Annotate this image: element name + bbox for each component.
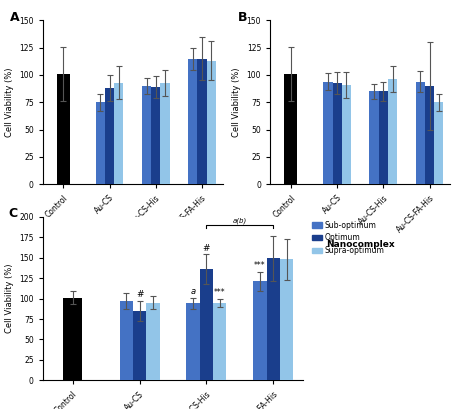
Bar (146, 303, 160, 380)
Bar (280, 259, 293, 380)
Bar (200, 269, 213, 380)
Text: ***: *** (214, 288, 226, 297)
Text: a: a (191, 287, 196, 296)
Bar (114, 83, 124, 184)
Bar (64, 298, 82, 380)
Legend: Sub-optimum, Optimum, Supra-optimum: Sub-optimum, Optimum, Supra-optimum (312, 220, 384, 255)
Text: a(b): a(b) (233, 218, 247, 224)
Text: ***: *** (254, 261, 266, 270)
X-axis label: Nanocomplex: Nanocomplex (99, 240, 167, 249)
Bar (188, 58, 197, 184)
Bar (133, 311, 146, 380)
Bar (253, 281, 266, 380)
Bar (105, 88, 114, 184)
Bar (342, 85, 351, 184)
Bar (266, 258, 280, 380)
Bar (197, 58, 207, 184)
Bar (416, 81, 425, 184)
Bar (96, 102, 105, 184)
Y-axis label: Cell Viability (%): Cell Viability (%) (5, 67, 14, 137)
Bar (425, 86, 434, 184)
Text: C: C (9, 207, 18, 220)
Text: A: A (10, 11, 20, 24)
Text: #: # (203, 244, 210, 253)
Bar (57, 74, 70, 184)
Bar (284, 74, 297, 184)
Bar (207, 61, 216, 184)
Bar (151, 87, 160, 184)
Bar (186, 303, 200, 380)
X-axis label: Nanocomplex: Nanocomplex (326, 240, 394, 249)
Bar (434, 102, 443, 184)
Bar (369, 91, 379, 184)
Text: #: # (136, 290, 143, 299)
Bar (213, 303, 227, 380)
Bar (160, 83, 170, 184)
Bar (388, 79, 397, 184)
Bar (379, 91, 388, 184)
Text: B: B (238, 11, 247, 24)
Bar (323, 81, 333, 184)
Bar (333, 83, 342, 184)
Y-axis label: Cell Viability (%): Cell Viability (%) (232, 67, 241, 137)
Bar (119, 301, 133, 380)
Y-axis label: Cell Viability (%): Cell Viability (%) (5, 264, 14, 333)
Bar (142, 86, 151, 184)
